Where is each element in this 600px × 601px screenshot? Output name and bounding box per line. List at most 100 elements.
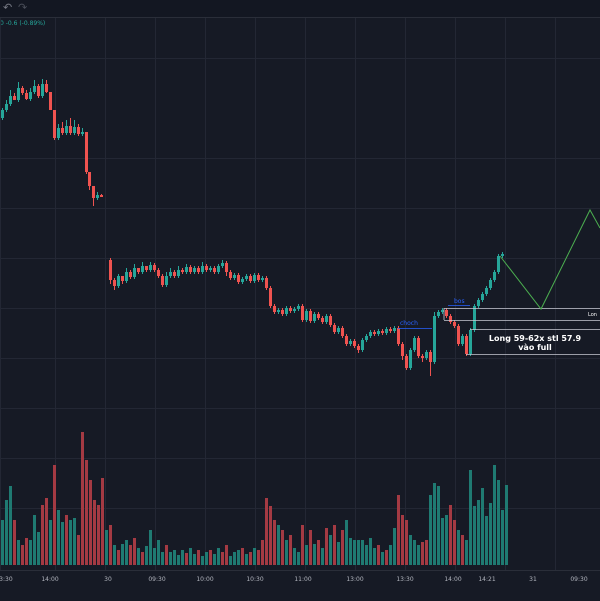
- candle-body: [241, 279, 244, 282]
- candle-body: [257, 275, 260, 280]
- candle-up: [209, 266, 212, 272]
- volume-bar: [433, 483, 436, 565]
- candle-down: [429, 350, 432, 376]
- candle-down: [229, 270, 232, 280]
- volume-bar: [77, 535, 80, 565]
- candle-body: [297, 306, 300, 309]
- candle-body: [21, 88, 24, 93]
- candle-up: [57, 124, 60, 140]
- candle-down: [273, 304, 276, 314]
- candle-up: [477, 298, 480, 308]
- candle-down: [157, 268, 160, 278]
- candle-up: [293, 307, 296, 313]
- candle-up: [501, 252, 504, 258]
- candle-down: [77, 124, 80, 136]
- candle-up: [141, 262, 144, 274]
- candle-down: [389, 327, 392, 333]
- candle-body: [353, 341, 356, 346]
- volume-bar: [397, 495, 400, 565]
- volume-bar: [117, 550, 120, 565]
- volume-bar: [129, 545, 132, 565]
- volume-bar: [281, 530, 284, 565]
- volume-bar: [425, 540, 428, 565]
- candle-body: [117, 276, 120, 286]
- candle-up: [1, 108, 4, 120]
- candle-body: [501, 254, 504, 256]
- candle-down: [341, 326, 344, 338]
- volume-bars: [1, 432, 508, 565]
- volume-bar: [165, 545, 168, 565]
- candle-body: [493, 272, 496, 280]
- candle-body: [217, 266, 220, 272]
- candle-down: [197, 266, 200, 274]
- candle-up: [169, 268, 172, 278]
- candle-body: [61, 128, 64, 133]
- time-tick: 13:00: [346, 576, 364, 583]
- candle-body: [125, 272, 128, 281]
- volume-bar: [317, 540, 320, 565]
- volume-bar: [13, 520, 16, 565]
- candle-body: [409, 350, 412, 368]
- volume-bar: [441, 518, 444, 565]
- candle-body: [485, 288, 488, 294]
- candle-down: [61, 122, 64, 135]
- candle-body: [289, 308, 292, 311]
- candle-down: [92, 186, 95, 206]
- volume-bar: [449, 505, 452, 565]
- candle-up: [29, 88, 32, 101]
- candle-up: [261, 276, 264, 282]
- volume-bar: [305, 545, 308, 565]
- candle-up: [325, 314, 328, 324]
- candle-down: [88, 172, 91, 190]
- price-chart[interactable]: [0, 0, 600, 570]
- candle-up: [441, 308, 444, 314]
- candle-body: [237, 275, 240, 282]
- candle-up: [461, 334, 464, 346]
- candle-body: [193, 268, 196, 272]
- candle-body: [181, 270, 184, 272]
- volume-bar: [329, 535, 332, 565]
- candle-body: [461, 336, 464, 344]
- candle-body: [433, 316, 436, 362]
- candle-body: [53, 110, 56, 138]
- candle-down: [53, 110, 56, 140]
- candle-up: [5, 100, 8, 112]
- candle-down: [121, 276, 124, 284]
- volume-bar: [377, 545, 380, 565]
- chart-grid: [0, 18, 600, 570]
- candle-up: [485, 286, 488, 296]
- candle-body: [489, 280, 492, 288]
- candle-down: [25, 90, 28, 100]
- candle-body: [205, 266, 208, 270]
- candle-body: [49, 92, 52, 110]
- volume-bar: [209, 550, 212, 565]
- candle-up: [497, 254, 500, 274]
- candle-body: [313, 314, 316, 321]
- candle-down: [145, 266, 148, 272]
- candle-down: [109, 258, 112, 284]
- candle-down: [397, 326, 400, 346]
- candle-body: [9, 96, 12, 104]
- volume-bar: [357, 540, 360, 565]
- long-tag: Lon: [588, 312, 597, 318]
- candle-up: [337, 326, 340, 334]
- undo-icon[interactable]: ↶: [3, 1, 13, 14]
- candle-body: [229, 272, 232, 278]
- candle-down: [49, 92, 52, 110]
- time-axis[interactable]: 13:30 14:00 30 09:30 10:00 10:30 11:00 13:00 13:…: [0, 570, 600, 601]
- candle-down: [381, 329, 384, 335]
- candle-down: [345, 334, 348, 346]
- candle-body: [41, 84, 44, 96]
- candle-up: [437, 310, 440, 318]
- candle-down: [329, 314, 332, 327]
- candle-down: [373, 330, 376, 336]
- candle-down: [465, 334, 468, 356]
- trade-note[interactable]: Long 59-62x stl 57.9 vào full: [470, 334, 600, 354]
- candle-body: [69, 126, 72, 133]
- volume-bar: [21, 545, 24, 565]
- candle-up: [193, 266, 196, 274]
- candle-up: [365, 334, 368, 342]
- redo-icon[interactable]: ↷: [18, 1, 28, 14]
- candle-body: [249, 276, 252, 281]
- volume-bar: [173, 550, 176, 565]
